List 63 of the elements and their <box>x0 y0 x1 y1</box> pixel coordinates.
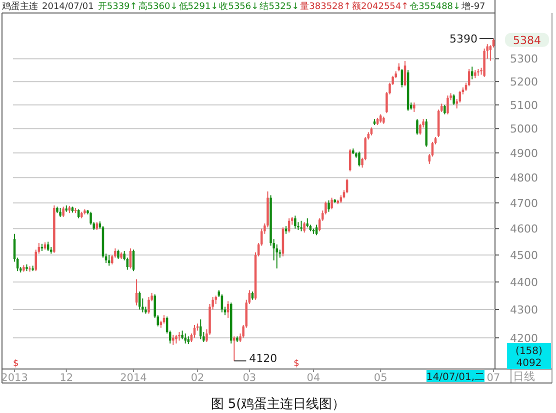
annotation: $ <box>13 359 19 369</box>
candlestick <box>233 336 236 362</box>
candlestick <box>328 200 330 212</box>
candlestick <box>132 249 135 272</box>
x-tick-label: 02 <box>190 372 204 384</box>
candlestick <box>303 222 306 234</box>
text: 低5291↓ <box>178 1 218 12</box>
y-tick-label: 5200 <box>510 76 538 89</box>
y-tick-label: 4800 <box>510 172 538 185</box>
candlestick <box>452 94 455 106</box>
candlestick <box>470 66 474 80</box>
annotation: $ <box>294 359 300 369</box>
y-tick-label: 4400 <box>510 276 538 289</box>
text: 开5339↑ <box>98 2 138 12</box>
candlestick <box>444 104 446 115</box>
text: 结5325↓ <box>260 1 300 12</box>
annotation: 5390 <box>449 32 478 46</box>
text: 5384 <box>513 34 541 47</box>
candlestick <box>413 102 416 112</box>
candlestick <box>220 294 224 313</box>
candlestick <box>294 215 296 230</box>
candlestick <box>330 197 333 210</box>
text: 14/07/01,二 <box>426 372 485 383</box>
x-tick-label: 07 <box>486 372 500 384</box>
text: (158) <box>516 346 543 357</box>
text: 高5360↓ <box>138 1 178 12</box>
text: 收5356↓ <box>219 1 259 12</box>
y-tick-label: 4300 <box>510 304 538 317</box>
candlestick <box>446 95 449 115</box>
text: 量383528↑ <box>300 1 352 12</box>
candlestick <box>59 207 62 218</box>
candlestick <box>184 332 186 344</box>
y-tick-label: 5100 <box>510 98 538 112</box>
candlestick <box>468 68 470 87</box>
x-tick-label: 12 <box>60 372 74 384</box>
x-tick-label: 03 <box>242 372 256 384</box>
text: 额2042554↑ <box>352 1 409 12</box>
candlestick <box>148 296 150 314</box>
y-tick-label: 4700 <box>510 196 538 210</box>
text: 日线 <box>513 370 535 383</box>
candlestick <box>419 123 422 136</box>
text: 2014/07/01 <box>42 2 94 12</box>
caption: 图 5(鸡蛋主连日线图） <box>210 396 346 412</box>
candlestick <box>117 249 120 260</box>
text: 4092 <box>516 358 542 369</box>
candlestick <box>416 118 418 136</box>
y-tick-label: 4600 <box>510 222 538 236</box>
y-tick-label: 5000 <box>510 122 538 136</box>
text: 增-97 <box>460 1 486 12</box>
text: 仓355488↓ <box>410 1 461 12</box>
x-tick-label: 05 <box>374 372 388 384</box>
x-tick-label: 04 <box>306 372 320 384</box>
annotation: 4120 <box>249 352 278 365</box>
y-tick-label: 4200 <box>510 332 538 345</box>
candlestick <box>172 334 174 346</box>
chart-title: 鸡蛋主连 <box>1 1 38 12</box>
y-tick-label: 4500 <box>510 249 538 262</box>
y-tick-label: 5300 <box>510 52 538 66</box>
x-tick-label: 2014 <box>120 372 148 384</box>
candlestick <box>62 206 64 218</box>
y-tick-label: 4900 <box>510 146 538 160</box>
candlestick <box>226 300 230 318</box>
candlestick <box>358 151 360 167</box>
